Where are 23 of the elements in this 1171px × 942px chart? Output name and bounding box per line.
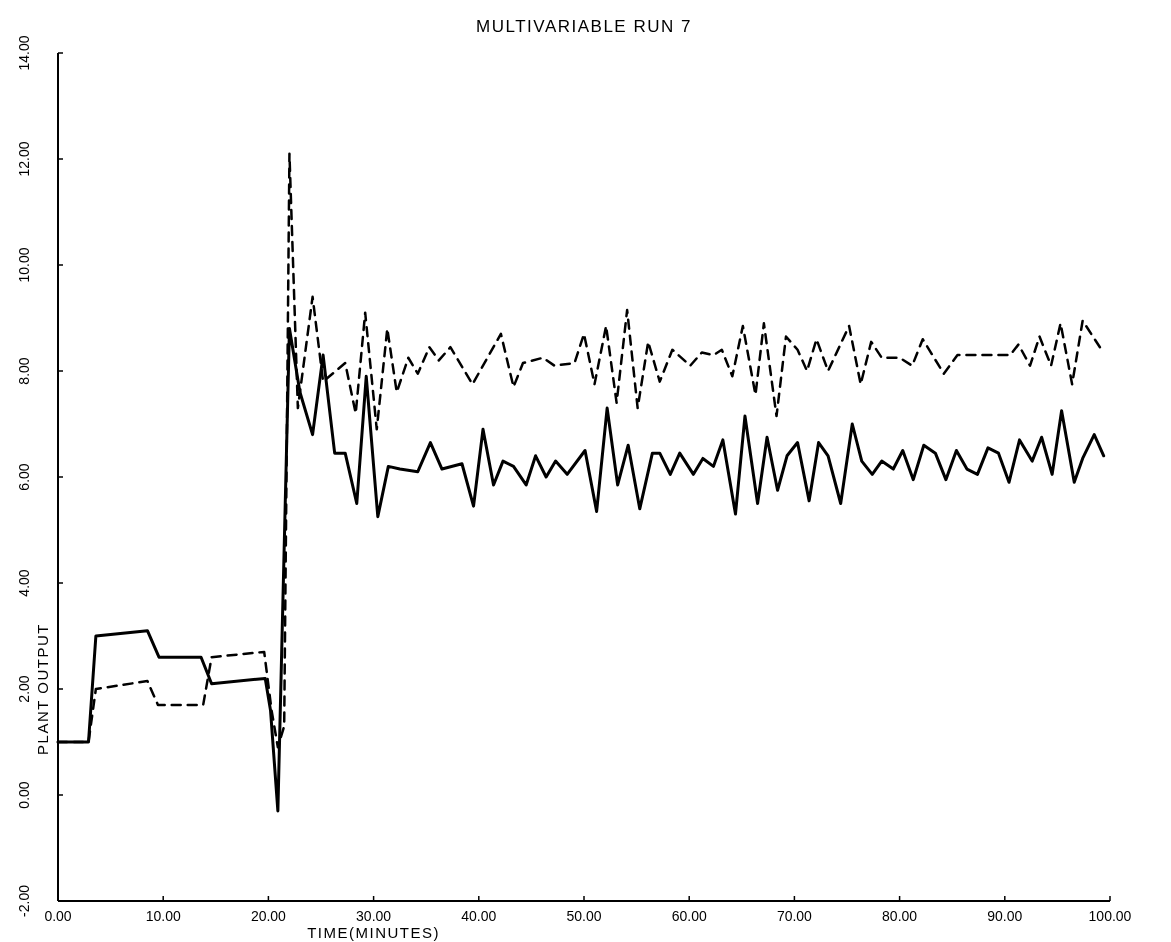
x-tick-label: 40.00 bbox=[461, 908, 497, 924]
y-tick-label: 2.00 bbox=[16, 675, 32, 703]
x-tick-label: 50.00 bbox=[566, 908, 602, 924]
y-tick-label: 14.00 bbox=[16, 35, 32, 71]
x-tick-label: 70.00 bbox=[776, 908, 813, 924]
y-tick-label: 8.00 bbox=[16, 357, 32, 385]
y-tick-label: 12.00 bbox=[16, 141, 32, 177]
x-tick-label: 10.00 bbox=[145, 908, 181, 924]
y-tick-label: 4.00 bbox=[16, 569, 32, 597]
x-tick-label: 20.00 bbox=[250, 908, 287, 924]
x-tick-label: 100.00 bbox=[1088, 908, 1132, 924]
x-axis-title: TIME(MINUTES) bbox=[307, 924, 441, 941]
x-tick-label: 80.00 bbox=[882, 908, 918, 924]
chart-title: MULTIVARIABLE RUN 7 bbox=[476, 17, 692, 36]
y-tick-label: -2.00 bbox=[16, 884, 32, 917]
y-tick-label: 0.00 bbox=[16, 781, 32, 809]
x-tick-label: 30.00 bbox=[356, 908, 392, 924]
y-axis-title: PLANT OUTPUT bbox=[33, 623, 51, 755]
y-tick-label: 10.00 bbox=[16, 247, 32, 283]
y-tick-label: 6.00 bbox=[16, 463, 32, 491]
x-tick-label: 60.00 bbox=[671, 908, 707, 924]
x-tick-label: 90.00 bbox=[987, 908, 1023, 924]
x-tick-label: 0.00 bbox=[44, 908, 72, 924]
